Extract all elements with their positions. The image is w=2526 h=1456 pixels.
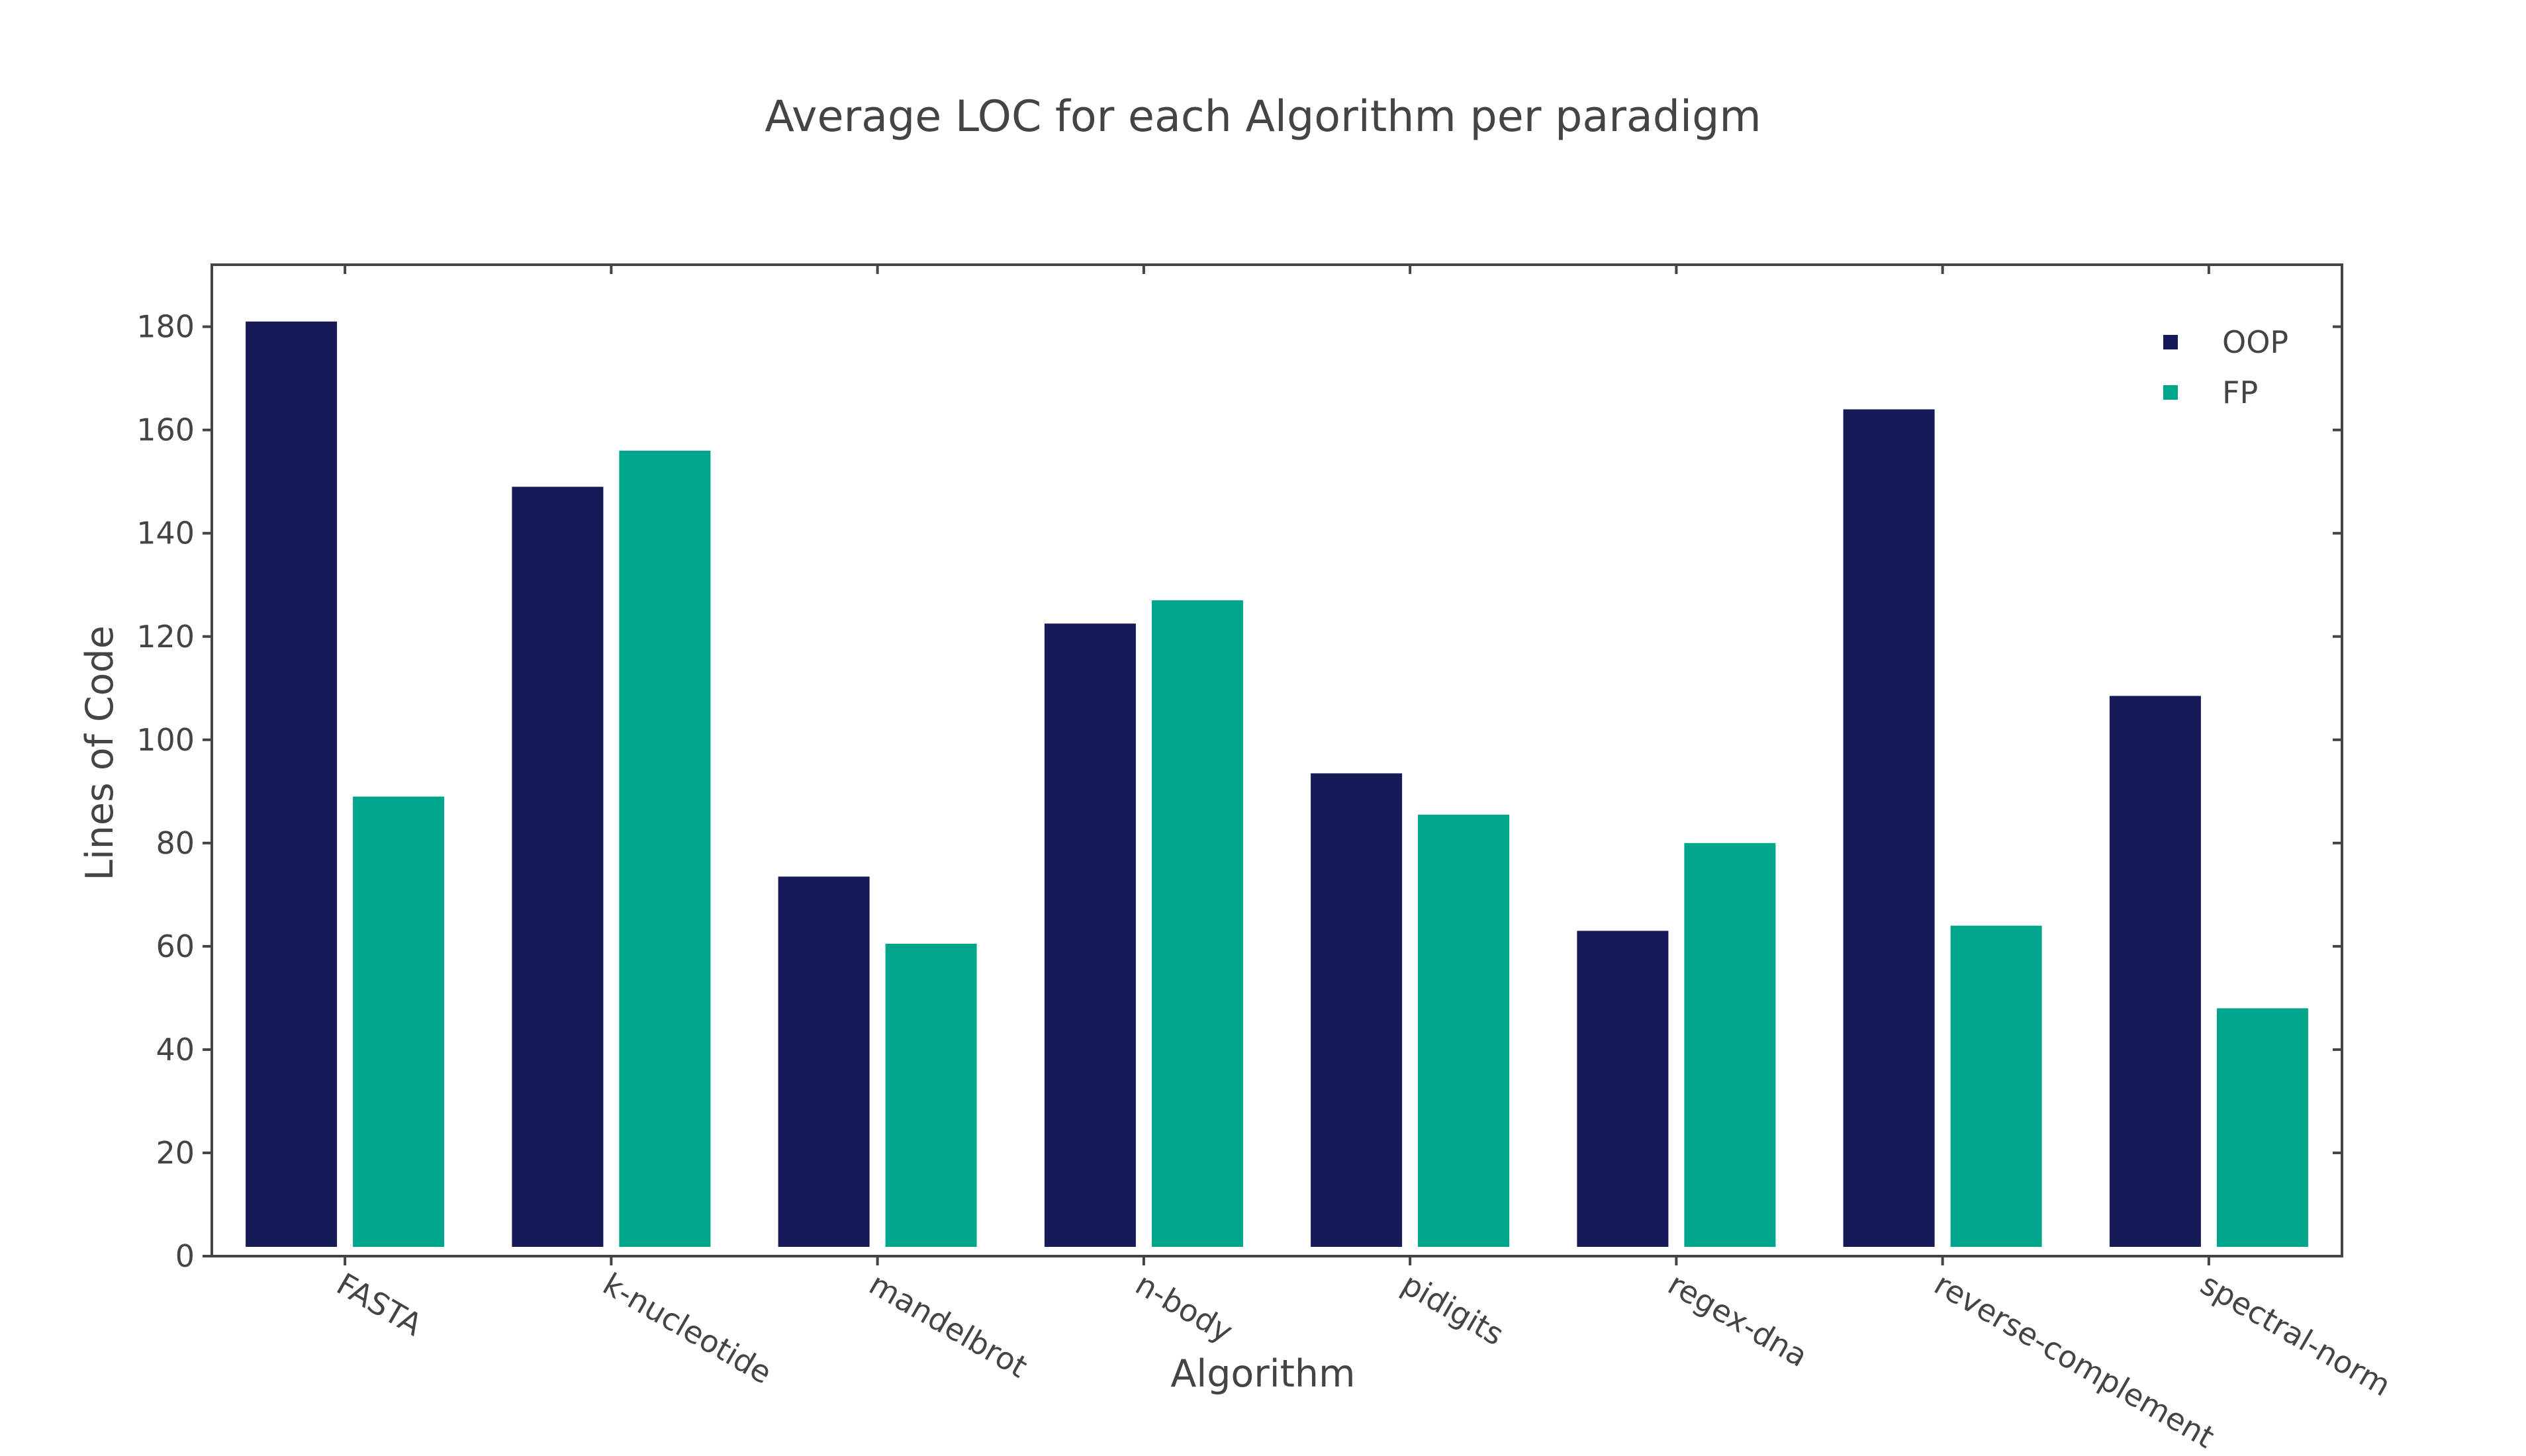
- bar-fp-regex-dna: [1684, 842, 1776, 1247]
- bar-oop-FASTA: [246, 321, 338, 1247]
- legend-item-fp: FP: [2163, 375, 2258, 410]
- x-tick-label: regex-dna: [1662, 1266, 1814, 1374]
- y-tick-label: 80: [156, 825, 195, 861]
- y-tick-label: 160: [136, 412, 195, 448]
- y-tick-label: 140: [136, 516, 195, 551]
- bar-oop-k-nucleotide: [512, 486, 604, 1247]
- x-tick-label: FASTA: [331, 1266, 429, 1343]
- legend-label: OOP: [2222, 324, 2288, 360]
- bar-oop-n-body: [1044, 623, 1136, 1247]
- bar-fp-spectral-norm: [2216, 1008, 2308, 1247]
- series-oop-bars: [246, 321, 2201, 1247]
- plot-area: 0 20 40 60 80 100 120 140 160 180 FASTA k-nucleotid…: [136, 263, 2397, 1455]
- bar-fp-k-nucleotide: [619, 450, 711, 1247]
- series-fp-bars: [353, 450, 2308, 1247]
- legend-swatch: [2163, 385, 2178, 400]
- bar-fp-mandelbrot: [885, 944, 977, 1247]
- bar-fp-n-body: [1151, 600, 1243, 1247]
- bar-oop-mandelbrot: [778, 876, 870, 1247]
- bar-oop-reverse-complement: [1843, 409, 1935, 1247]
- x-tick-label: n-body: [1129, 1266, 1239, 1350]
- x-axis-title: Algorithm: [1170, 1352, 1355, 1396]
- bar-oop-pidigits: [1311, 773, 1403, 1247]
- y-tick-label: 100: [136, 722, 195, 758]
- y-axis-title: Lines of Code: [78, 625, 122, 881]
- y-tick-label: 60: [156, 929, 195, 964]
- plot-frame: [210, 263, 2343, 1257]
- y-tick-label: 40: [156, 1032, 195, 1068]
- x-tick-label: spectral-norm: [2194, 1266, 2396, 1404]
- bar-oop-spectral-norm: [2109, 696, 2201, 1247]
- chart-title: Average LOC for each Algorithm per parad…: [765, 92, 1761, 142]
- bar-fp-reverse-complement: [1950, 925, 2042, 1247]
- x-tick-label: mandelbrot: [863, 1266, 1033, 1385]
- y-axis-ticks: 0 20 40 60 80 100 120 140 160 180: [136, 309, 2342, 1274]
- y-tick-label: 120: [136, 619, 195, 655]
- x-tick-label: reverse-complement: [1928, 1266, 2220, 1453]
- y-tick-label: 180: [136, 309, 195, 345]
- y-tick-label: 20: [156, 1135, 195, 1171]
- legend-item-oop: OOP: [2163, 324, 2288, 360]
- x-tick-label: k-nucleotide: [597, 1266, 778, 1391]
- legend-label: FP: [2222, 375, 2258, 410]
- legend-swatch: [2163, 335, 2178, 349]
- y-tick-label: 0: [175, 1238, 195, 1274]
- x-tick-label: pidigits: [1396, 1266, 1510, 1353]
- legend: OOP FP: [2163, 324, 2288, 410]
- bar-fp-pidigits: [1418, 814, 1510, 1247]
- bar-fp-FASTA: [353, 796, 445, 1247]
- bar-oop-regex-dna: [1577, 931, 1669, 1247]
